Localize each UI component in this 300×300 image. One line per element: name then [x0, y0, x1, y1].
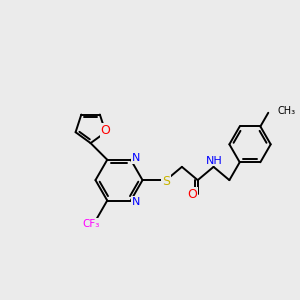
Text: N: N	[132, 153, 140, 163]
Text: S: S	[162, 175, 170, 188]
Text: O: O	[101, 124, 110, 137]
Text: O: O	[188, 188, 197, 201]
Text: CF₃: CF₃	[82, 219, 100, 229]
Text: NH: NH	[206, 155, 223, 166]
Text: CH₃: CH₃	[278, 106, 296, 116]
Text: N: N	[132, 197, 140, 207]
